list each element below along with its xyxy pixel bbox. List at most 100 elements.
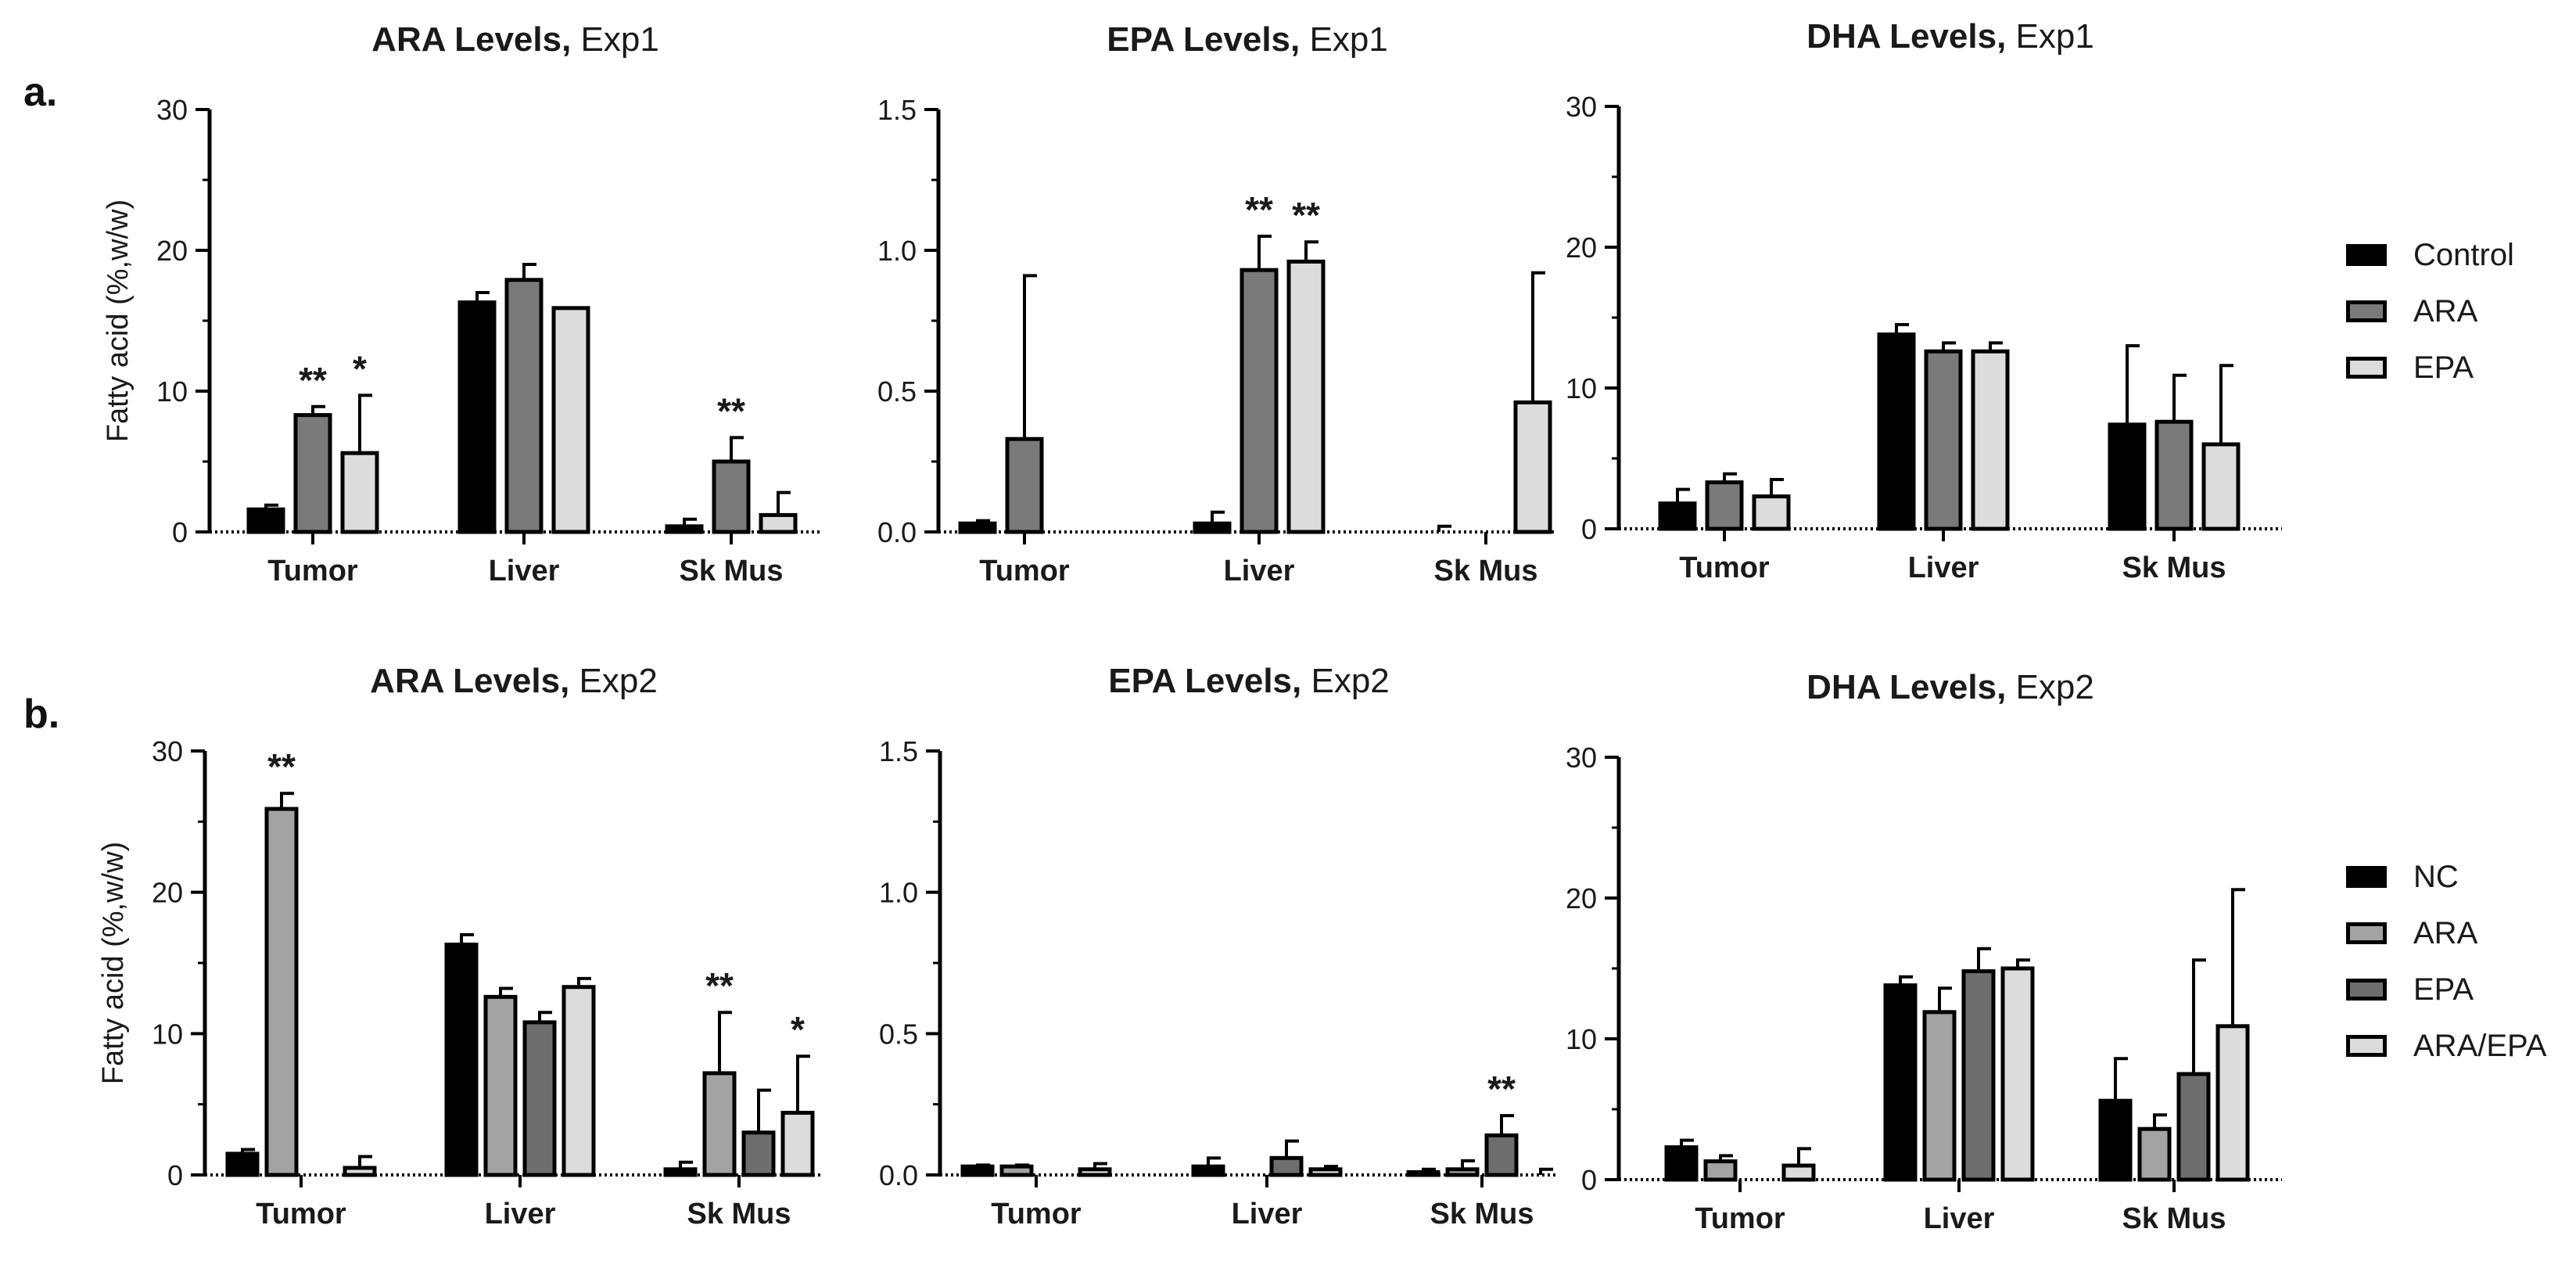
y-tick-label: 0 — [1581, 1164, 1597, 1196]
legend-item: ARA — [2346, 905, 2546, 961]
bar — [2137, 1126, 2172, 1182]
bar — [1705, 480, 1744, 531]
legend-item: ARA — [2346, 283, 2514, 340]
legend-label: NC — [2413, 859, 2459, 894]
bar — [1286, 259, 1326, 534]
legend-label: Control — [2413, 237, 2514, 272]
y-tick-label: 30 — [152, 735, 183, 767]
x-tick-label: Liver — [1232, 1198, 1303, 1230]
legend-swatch — [2346, 979, 2387, 1001]
bar — [340, 451, 379, 534]
bar — [246, 507, 285, 534]
panel-label-b: b. — [23, 692, 60, 737]
legend-exp1: Control ARA EPA — [2346, 227, 2514, 396]
significance-marker: ** — [1292, 195, 1320, 235]
bar — [1484, 1133, 1519, 1177]
legend-label: ARA/EPA — [2413, 1028, 2547, 1063]
x-tick-label: Liver — [1224, 555, 1295, 587]
panel-label-a: a. — [23, 70, 58, 115]
y-tick-label: 10 — [156, 375, 188, 408]
x-tick-label: Tumor — [1679, 551, 1770, 584]
y-tick-label: 0.0 — [877, 516, 917, 548]
bar — [343, 1166, 377, 1177]
bar — [225, 1151, 260, 1177]
chart-title: ARA Levels, Exp2 — [370, 662, 658, 700]
y-tick-label: 20 — [152, 877, 183, 909]
legend-swatch — [2346, 1035, 2387, 1057]
legend-label: ARA — [2413, 293, 2478, 329]
bar — [741, 1130, 776, 1177]
x-tick-label: Sk Mus — [2122, 551, 2226, 584]
chart-title-bold: ARA Levels, — [371, 20, 580, 59]
x-tick-label: Sk Mus — [1433, 555, 1537, 587]
x-tick-label: Tumor — [991, 1198, 1082, 1230]
y-tick-label: 1.5 — [879, 735, 918, 767]
x-tick-label: Liver — [1924, 1202, 1995, 1235]
bar — [1924, 349, 1963, 531]
bar — [2154, 419, 2194, 531]
bar — [457, 300, 497, 534]
bar — [2098, 1098, 2133, 1182]
legend-swatch — [2346, 922, 2387, 944]
x-tick-label: Liver — [1908, 551, 1979, 584]
bar — [780, 1111, 815, 1177]
chart-title: ARA Levels, Exp1 — [371, 20, 659, 59]
legend-item: EPA — [2346, 340, 2514, 396]
bar — [960, 1164, 995, 1177]
bar — [1240, 268, 1279, 534]
chart-dha-exp2: DHA Levels, Exp2 0 10 20 30 Tumor Liver Sk Mus — [1566, 668, 2282, 1235]
chart-title-exp: Exp2 — [579, 662, 658, 700]
bar — [1513, 400, 1552, 534]
x-tick-label: Tumor — [1695, 1202, 1785, 1235]
x-tick-label: Sk Mus — [687, 1198, 791, 1230]
significance-marker: ** — [1245, 189, 1273, 230]
legend-exp2: NC ARA EPA ARA/EPA — [2346, 849, 2546, 1074]
y-tick-label: 0 — [172, 516, 188, 548]
bar — [665, 524, 704, 534]
chart-dha-exp1: DHA Levels, Exp1 0 10 20 30 Tumor Liver Sk Mus — [1566, 17, 2282, 584]
significance-marker: ** — [717, 390, 745, 431]
legend-swatch — [2346, 300, 2387, 322]
x-tick-label: Tumor — [256, 1198, 346, 1230]
chart-title-bold: DHA Levels, — [1806, 17, 2015, 56]
chart-title-bold: DHA Levels, — [1806, 668, 2015, 706]
bar — [264, 807, 299, 1177]
significance-marker: ** — [299, 360, 327, 401]
bar — [2215, 1024, 2250, 1182]
x-tick-label: Sk Mus — [1430, 1198, 1534, 1230]
bar — [1193, 521, 1232, 534]
bar — [1078, 1167, 1112, 1177]
chart-title-exp: Exp2 — [2016, 668, 2094, 706]
bar — [293, 413, 332, 534]
legend-swatch — [2346, 357, 2387, 379]
chart-title: DHA Levels, Exp1 — [1806, 17, 2094, 56]
significance-marker: ** — [705, 965, 734, 1006]
bar — [999, 1164, 1034, 1177]
chart-epa-exp2: EPA Levels, Exp2 0.0 0.5 1.0 1.5 Tumor Liver Sk… — [879, 662, 1558, 1230]
bar — [1445, 1167, 1480, 1177]
bar — [1961, 969, 1996, 1182]
bar — [483, 994, 518, 1177]
significance-marker: ** — [1487, 1069, 1516, 1109]
legend-item: Control — [2346, 227, 2514, 283]
chart-title-bold: ARA Levels, — [370, 662, 579, 700]
significance-marker: * — [791, 1009, 805, 1050]
bar — [1781, 1163, 1816, 1182]
y-tick-label: 0.0 — [879, 1159, 918, 1191]
bar — [1877, 332, 1916, 531]
bar — [1752, 494, 1791, 531]
y-tick-label: 30 — [156, 94, 188, 126]
y-axis-label: Fatty acid (%,w/w) — [102, 199, 135, 442]
chart-title-exp: Exp2 — [1311, 662, 1389, 700]
bar — [958, 521, 997, 534]
bar — [504, 278, 544, 534]
y-tick-label: 0.5 — [879, 1018, 918, 1050]
bar — [561, 985, 596, 1177]
x-tick-label: Liver — [485, 1198, 556, 1230]
x-tick-label: Tumor — [267, 555, 358, 587]
y-axis-label: Fatty acid (%,w/w) — [97, 842, 130, 1084]
y-tick-label: 0.5 — [877, 375, 917, 408]
legend-label: ARA — [2413, 915, 2478, 950]
